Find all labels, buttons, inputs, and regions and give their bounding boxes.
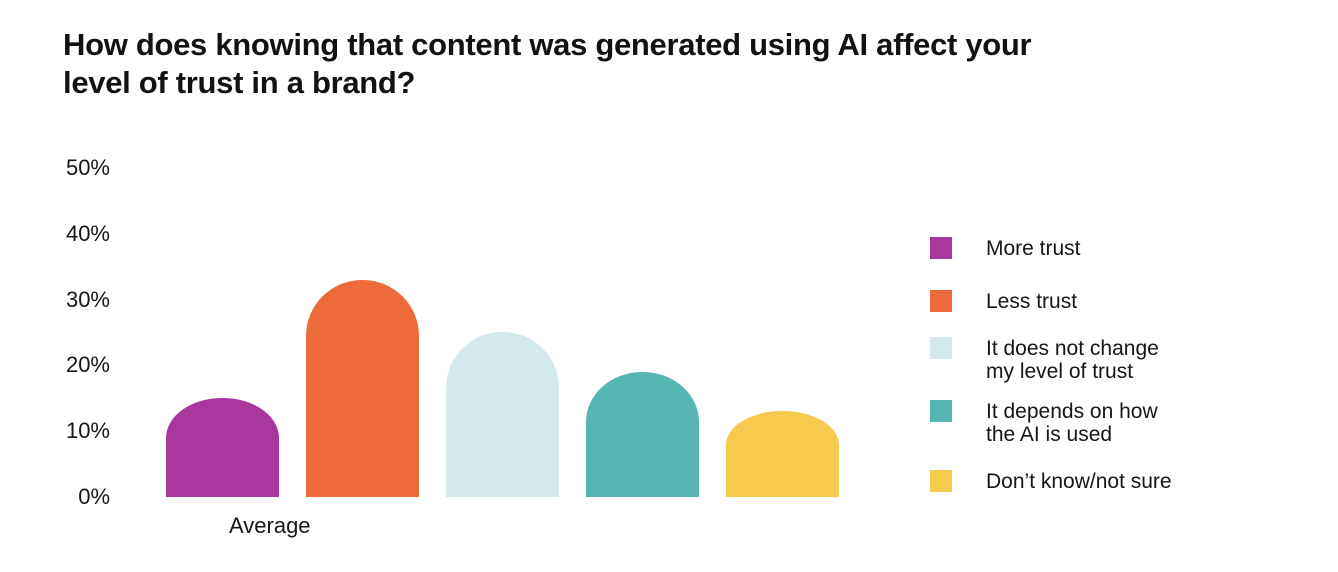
legend-item-more-trust: More trust	[930, 237, 1081, 260]
legend-swatch-it-does-not-change-my-level-of-trust	[930, 337, 952, 359]
legend-item-less-trust: Less trust	[930, 290, 1077, 313]
legend-swatch-more-trust	[930, 237, 952, 259]
y-tick-label: 0%	[78, 483, 110, 509]
y-tick-label: 20%	[65, 352, 110, 378]
bar-it-does-not-change-my-level-of-trust	[446, 332, 559, 497]
legend-label: It depends on how the AI is used	[986, 400, 1158, 446]
y-tick-label: 30%	[65, 286, 110, 312]
legend-item-it-does-not-change-my-level-of-trust: It does not change my level of trust	[930, 337, 1159, 383]
bar-group	[166, 168, 841, 497]
y-axis: 50% 40% 30% 20% 10% 0%	[28, 155, 110, 510]
bar-don-t-know-not-sure	[726, 411, 839, 497]
x-category-label: Average	[229, 513, 311, 538]
legend-swatch-less-trust	[930, 290, 952, 312]
legend-label: Less trust	[986, 290, 1078, 313]
legend-label: Don’t know/not sure	[986, 470, 1172, 493]
legend-label: More trust	[986, 237, 1081, 260]
y-tick-label: 50%	[65, 155, 110, 180]
bar-it-depends-on-how-the-ai-is-used	[586, 372, 699, 497]
chart-title: How does knowing that content was genera…	[63, 27, 1032, 100]
y-tick-label: 40%	[65, 220, 110, 246]
legend-item-don-t-know-not-sure: Don’t know/not sure	[930, 470, 1172, 493]
legend: More trust Less trust It does not change m…	[930, 237, 1230, 517]
legend-swatch-don-t-know-not-sure	[930, 470, 952, 492]
y-tick-label: 10%	[65, 418, 110, 444]
bar-more-trust	[166, 398, 279, 497]
legend-swatch-it-depends-on-how-the-ai-is-used	[930, 400, 952, 422]
legend-item-it-depends-on-how-the-ai-is-used: It depends on how the AI is used	[930, 400, 1158, 446]
bar-less-trust	[306, 280, 419, 497]
legend-label: It does not change my level of trust	[986, 337, 1159, 383]
